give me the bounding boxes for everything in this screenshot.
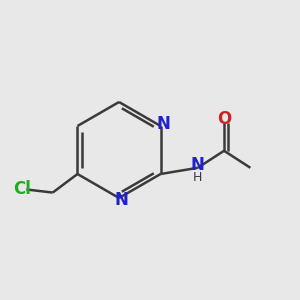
Text: N: N bbox=[156, 116, 170, 134]
Text: N: N bbox=[115, 190, 128, 208]
Text: O: O bbox=[217, 110, 231, 128]
Text: Cl: Cl bbox=[13, 181, 31, 199]
Text: N: N bbox=[191, 156, 205, 174]
Text: H: H bbox=[193, 171, 203, 184]
